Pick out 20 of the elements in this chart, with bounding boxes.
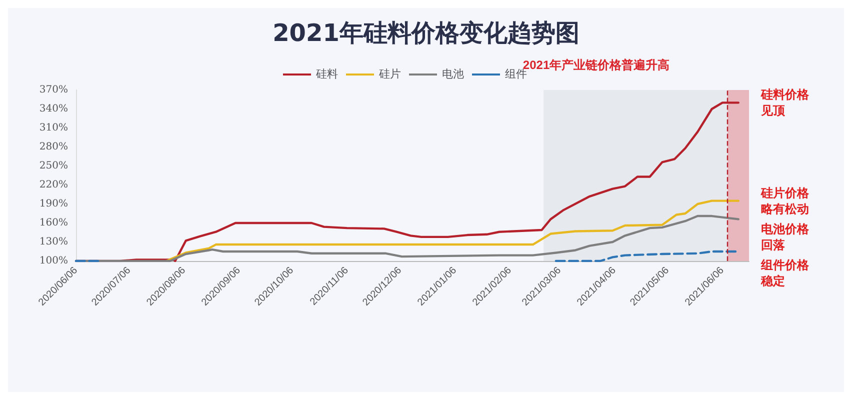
text: 电池价格回落 (761, 222, 810, 252)
y-tick-label: 340% (39, 104, 68, 114)
legend-label: 电池 (442, 68, 464, 80)
legend-label: 硅料 (315, 68, 338, 80)
text: 硅料价格见顶 (760, 88, 810, 118)
y-tick-label: 280% (39, 142, 68, 152)
y-tick-label: 250% (39, 160, 68, 172)
y-tick-label: 100% (39, 256, 68, 266)
text: 组件价格稳定 (760, 258, 810, 288)
y-tick-label: 130% (39, 236, 68, 248)
y-tick-label: 190% (39, 198, 68, 210)
y-tick-label: 370% (39, 84, 68, 96)
chart-title: 2021年硅料价格变化趋势图 (272, 19, 580, 47)
line-series (165, 200, 740, 262)
text: 硅片价格略有松动 (760, 186, 810, 216)
y-tick-label: 160% (39, 218, 68, 228)
legend-label: 组件 (505, 68, 527, 80)
y-tick-label: 220% (39, 180, 68, 190)
legend-label: 硅片 (378, 68, 401, 80)
y-tick-label: 310% (39, 122, 68, 134)
